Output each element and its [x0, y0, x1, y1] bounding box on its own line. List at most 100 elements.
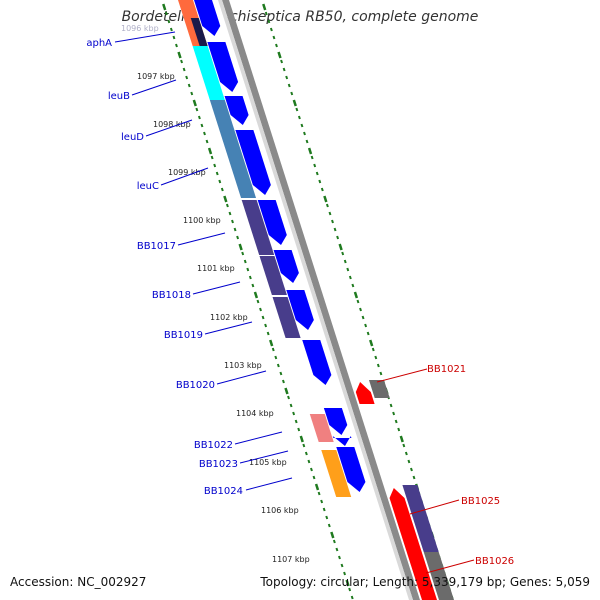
gene-label-BB1017: BB1017: [137, 241, 176, 252]
scale-tick: [331, 219, 334, 224]
scale-tick: [350, 595, 354, 600]
label-line-BB1023: [239, 450, 289, 464]
scale-tick: [248, 275, 252, 280]
scale-tick: [164, 11, 168, 16]
scale-tick: [346, 267, 350, 272]
scale-tick: [313, 163, 317, 168]
scale-tick: [259, 307, 262, 312]
backbone-line: [222, 0, 420, 600]
scale-tick: [328, 211, 332, 216]
scale-tick: [282, 67, 286, 72]
scale-tick: [272, 35, 276, 40]
scale-tick: [292, 411, 296, 416]
scale-label: 1100 kbp: [183, 216, 221, 225]
scale-tick: [351, 283, 355, 288]
scale-tick: [190, 91, 194, 96]
scale-label: 1102 kbp: [210, 313, 248, 322]
scale-tick: [162, 3, 167, 11]
scale-label: 1106 kbp: [261, 506, 299, 515]
rev-gene-BB1021: [368, 380, 390, 398]
scale-tick: [394, 419, 398, 424]
scale-tick: [317, 491, 321, 496]
cds-arrow-9: [323, 408, 348, 435]
label-line-BB1017: [177, 232, 226, 246]
scale-tick: [412, 475, 416, 480]
scale-tick: [177, 51, 182, 59]
scale-tick: [290, 91, 294, 96]
scale-label: 1097 kbp: [137, 72, 175, 81]
scale-tick: [320, 187, 324, 192]
label-line-leuD: [145, 119, 193, 137]
scale-tick: [310, 467, 313, 472]
scale-tick: [231, 219, 234, 224]
genome-summary: Topology: circular; Length: 5,339,179 bp…: [260, 575, 590, 589]
scale-label: 1099 kbp: [168, 168, 206, 177]
cds-arrow-5: [257, 200, 287, 245]
scale-tick: [343, 571, 346, 576]
gene-label-BB1021: BB1021: [427, 364, 466, 375]
label-line-BB1020: [216, 370, 267, 385]
scale-tick: [187, 83, 191, 88]
cds-arrow-1: [194, 0, 221, 36]
scale-label: 1098 kbp: [153, 120, 191, 129]
scale-tick: [233, 227, 237, 232]
scale-tick: [280, 59, 284, 64]
scale-tick: [238, 243, 243, 251]
gene-features: [178, 0, 454, 600]
scale-tick: [251, 283, 255, 288]
scale-tick: [175, 43, 178, 48]
scale-tick: [333, 227, 337, 232]
scale-tick: [318, 179, 322, 184]
scale-tick: [314, 483, 320, 491]
cds-arrow-11: [336, 447, 366, 492]
scale-label: 1101 kbp: [197, 264, 235, 273]
accession-text: Accession: NC_002927: [10, 575, 147, 589]
scale-tick: [197, 115, 201, 120]
scale-tick: [341, 251, 345, 256]
gene-label-BB1024: BB1024: [204, 486, 243, 497]
rev-cds-BB1026: [407, 556, 437, 600]
scale-tick: [218, 179, 222, 184]
gene-label-leuC: leuC: [137, 181, 159, 192]
scale-tick: [302, 443, 306, 448]
scale-tick: [407, 459, 411, 464]
scale-tick: [320, 499, 324, 504]
scale-tick: [303, 131, 306, 136]
scale-tick: [310, 155, 314, 160]
scale-tick: [210, 155, 214, 160]
gene-label-BB1019: BB1019: [164, 330, 203, 341]
gene-label-BB1022: BB1022: [194, 440, 233, 451]
scale-tick: [287, 395, 290, 400]
label-line-BB1021: [376, 368, 428, 383]
scale-tick: [292, 99, 297, 107]
rev-gene-BB1025: [402, 485, 439, 552]
scale-tick: [276, 363, 280, 368]
scale-tick: [279, 371, 283, 376]
gene-BB1017: [241, 200, 275, 255]
scale-tick: [307, 459, 311, 464]
scale-tick: [269, 339, 274, 347]
rev-gene-labels: BB1021 BB1025 BB1026: [427, 364, 514, 567]
scale-tick: [269, 27, 273, 32]
scale-tick: [167, 19, 171, 24]
scale-tick: [356, 299, 360, 304]
scale-tick: [195, 107, 199, 112]
gene-label-BB1020: BB1020: [176, 380, 215, 391]
scale-tick: [271, 347, 275, 352]
scale-tick: [228, 211, 232, 216]
scale-tick: [282, 379, 285, 384]
label-line-BB1025: [409, 499, 460, 515]
scale-tick: [169, 27, 173, 32]
scale-tick: [307, 147, 313, 155]
scale-tick: [295, 107, 299, 112]
scale-tick: [374, 355, 378, 360]
scale-tick: [371, 347, 375, 352]
rev-gene-BB1026: [423, 552, 454, 600]
gene-label-leuB: leuB: [108, 91, 130, 102]
scale-tick: [253, 291, 259, 299]
scale-tick: [376, 363, 380, 368]
scale-tick: [215, 171, 219, 176]
cds-arrow-4: [235, 130, 271, 195]
scale-tick: [369, 339, 374, 347]
scale-tick: [300, 123, 304, 128]
